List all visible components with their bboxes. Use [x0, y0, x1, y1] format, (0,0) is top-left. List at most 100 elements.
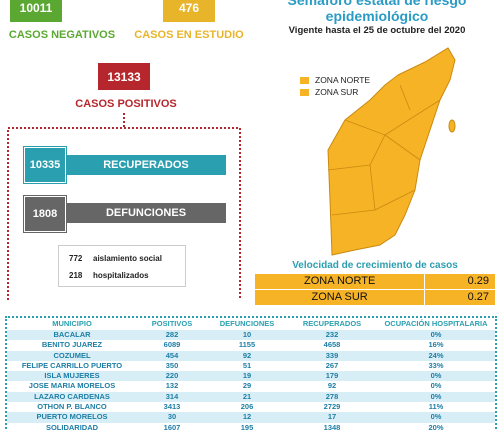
table-cell: 314: [165, 391, 179, 401]
table-cell: 206: [240, 402, 254, 412]
table-cell: 179: [325, 371, 339, 381]
legend-swatch: [300, 89, 309, 96]
table-cell: 11%: [428, 402, 444, 412]
header-cell: MUNICIPIO: [52, 319, 92, 328]
recuperados-bar: RECUPERADOS: [66, 155, 226, 175]
estudio-box: 476: [163, 0, 215, 22]
negativos-label: CASOS NEGATIVOS: [8, 29, 116, 41]
zona-value: 0.29: [467, 275, 489, 287]
legend-swatch: [300, 77, 309, 84]
table-cell: 1607: [163, 422, 181, 430]
estudio-label: CASOS EN ESTUDIO: [134, 29, 244, 41]
aislamiento-value: 772: [69, 254, 83, 263]
velocidad-table: ZONA NORTE 0.29 ZONA SUR 0.27: [255, 274, 495, 306]
state-shape: [327, 47, 456, 256]
hospitalizados-label: hospitalizados: [93, 271, 149, 280]
zona-name: ZONA SUR: [255, 290, 426, 305]
table-cell: 19: [242, 371, 252, 381]
map: [300, 47, 456, 256]
velocidad-title: Velocidad de crecimiento de casos: [292, 260, 458, 271]
table-cell: 92: [242, 350, 252, 360]
table-cell: 3413: [163, 402, 181, 412]
hospitalizados-value: 218: [69, 271, 83, 280]
header-cell: RECUPERADOS: [302, 319, 362, 328]
header-cell: OCUPACIÓN HOSPITALARIA: [384, 319, 488, 328]
table-row: JOSE MARIA MORELOS 132 29 92 0%: [7, 381, 495, 391]
table-cell: 278: [325, 391, 339, 401]
bracket: [7, 113, 241, 300]
table-cell: 350: [165, 360, 179, 370]
map-subtitle: Vigente hasta el 25 de octubre del 2020: [288, 25, 466, 36]
table-row: ISLA MUJERES 220 19 179 0%: [7, 371, 495, 382]
table-cell: 195: [240, 422, 254, 430]
table-cell: 0%: [430, 371, 442, 381]
table-cell: 0%: [430, 412, 442, 422]
table-cell: 454: [165, 350, 179, 360]
table-cell: 51: [242, 360, 252, 370]
table-cell: FELIPE CARRILLO PUERTO: [21, 360, 123, 370]
table-row: LAZARO CARDENAS 314 21 278 0%: [7, 391, 495, 403]
table-cell: 29: [242, 381, 252, 391]
table-cell: BACALAR: [53, 330, 91, 339]
table-row: BACALAR 282 10 232 0%: [7, 330, 495, 341]
zona-value: 0.27: [467, 291, 489, 303]
defunciones-bar: DEFUNCIONES: [66, 203, 226, 223]
table-cell: COZUMEL: [53, 350, 91, 360]
legend-label: ZONA SUR: [315, 87, 359, 97]
table-row: SOLIDARIDAD 1607 195 1348 20%: [7, 423, 495, 430]
table-row: PUERTO MORELOS 30 12 17 0%: [7, 412, 495, 423]
table-cell: 232: [325, 330, 339, 339]
table-row: FELIPE CARRILLO PUERTO 350 51 267 33%: [7, 361, 495, 371]
table-cell: BENITO JUAREZ: [41, 340, 103, 350]
table-cell: 0%: [430, 391, 442, 401]
velocidad-row: ZONA SUR 0.27: [255, 290, 495, 306]
table-header: MUNICIPIO POSITIVOS DEFUNCIONES RECUPERADOS…: [7, 318, 495, 330]
table-cell: 30: [167, 412, 177, 422]
positivos-box: 13133: [98, 63, 150, 90]
map-title: epidemiológico: [325, 8, 429, 24]
table-cell: 220: [165, 371, 179, 381]
defunciones-box: 1808: [23, 195, 67, 233]
table-cell: ISLA MUJERES: [44, 371, 100, 381]
dotted-line: [7, 113, 241, 300]
table-row: OTHON P. BLANCO 3413 206 2729 11%: [7, 402, 495, 412]
table-cell: 267: [325, 360, 339, 370]
header-cell: POSITIVOS: [151, 319, 193, 328]
recuperados-box: 10335: [23, 146, 67, 184]
velocidad-row: ZONA NORTE 0.29: [255, 274, 495, 290]
table-cell: 339: [325, 350, 339, 360]
table-cell: 20%: [428, 422, 444, 430]
positivos-label: CASOS POSITIVOS: [75, 98, 177, 110]
table-cell: 92: [327, 381, 337, 391]
table-cell: 6089: [163, 340, 181, 350]
table-cell: 24%: [428, 350, 444, 360]
municipal-table: MUNICIPIO POSITIVOS DEFUNCIONES RECUPERADOS…: [5, 316, 497, 430]
aislamiento-label: aislamiento social: [93, 254, 162, 263]
table-cell: 1348: [323, 422, 341, 430]
cozumel: [448, 119, 456, 133]
detail-box: 772 aislamiento social 218 hospitalizado…: [58, 245, 186, 287]
table-cell: 1155: [238, 340, 256, 350]
table-cell: 16%: [428, 340, 444, 350]
table-cell: JOSE MARIA MORELOS: [28, 381, 116, 391]
table-cell: 0%: [430, 330, 442, 339]
table-cell: 4658: [323, 340, 341, 350]
table-cell: 10: [242, 330, 252, 339]
table-cell: 132: [165, 381, 179, 391]
table-cell: 0%: [430, 381, 442, 391]
legend-label: ZONA NORTE: [315, 75, 371, 85]
table-cell: 33%: [428, 360, 444, 370]
municipal-borders: [327, 84, 441, 216]
negativos-box: 10011: [10, 0, 62, 22]
table-cell: 21: [242, 391, 252, 401]
map-title: Semáforo estatal de riesgo: [287, 0, 467, 8]
table-cell: OTHON P. BLANCO: [37, 402, 107, 412]
table-cell: LAZARO CARDENAS: [34, 391, 110, 401]
table-cell: 17: [327, 412, 337, 422]
table-row: COZUMEL 454 92 339 24%: [7, 350, 495, 361]
table-cell: 12: [242, 412, 252, 422]
table-cell: 2729: [323, 402, 341, 412]
table-cell: PUERTO MORELOS: [36, 412, 108, 422]
table-cell: SOLIDARIDAD: [45, 422, 99, 430]
